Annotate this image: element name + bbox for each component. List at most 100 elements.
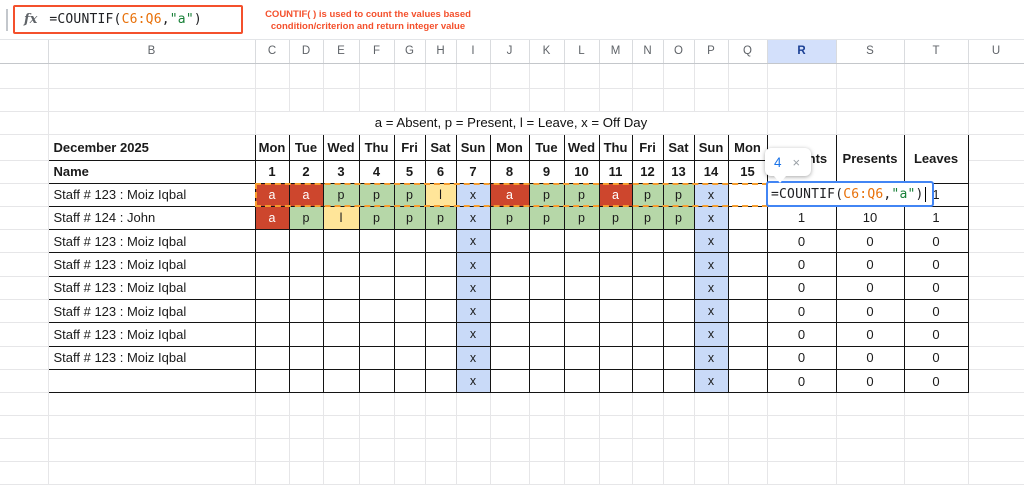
cell[interactable] xyxy=(394,415,426,440)
attendance-cell[interactable] xyxy=(662,229,695,254)
attendance-cell[interactable] xyxy=(563,322,600,347)
cell[interactable] xyxy=(0,461,49,486)
attendance-cell[interactable]: p xyxy=(528,182,565,207)
cell[interactable] xyxy=(632,63,664,89)
attendance-cell[interactable] xyxy=(727,322,768,347)
cell[interactable] xyxy=(48,438,256,463)
attendance-cell[interactable] xyxy=(254,298,290,324)
cell[interactable] xyxy=(359,392,395,417)
date-header-cell[interactable]: 15 xyxy=(727,159,768,184)
column-header-h[interactable]: H xyxy=(425,40,457,64)
cell[interactable] xyxy=(529,63,565,89)
attendance-cell[interactable] xyxy=(528,275,565,300)
cell[interactable] xyxy=(359,63,395,89)
attendance-cell[interactable]: x xyxy=(455,229,491,254)
cell[interactable] xyxy=(0,229,49,254)
attendance-cell[interactable] xyxy=(563,368,600,394)
cell[interactable] xyxy=(323,392,360,417)
cell[interactable] xyxy=(490,461,530,486)
attendance-cell[interactable] xyxy=(424,368,457,394)
attendance-cell[interactable] xyxy=(528,229,565,254)
cell[interactable] xyxy=(490,415,530,440)
attendance-cell[interactable] xyxy=(358,252,395,277)
tooltip-close-icon[interactable]: × xyxy=(792,154,801,170)
cell[interactable] xyxy=(599,392,633,417)
attendance-cell[interactable] xyxy=(727,345,768,370)
summary-value-cell[interactable]: 0 xyxy=(835,322,905,347)
column-header-m[interactable]: M xyxy=(599,40,633,64)
cell[interactable] xyxy=(425,392,457,417)
attendance-cell[interactable] xyxy=(254,229,290,254)
attendance-cell[interactable]: p xyxy=(424,205,457,231)
legend-cell[interactable]: a = Absent, p = Present, l = Leave, x = … xyxy=(255,111,768,135)
cell[interactable] xyxy=(767,415,837,440)
cell[interactable] xyxy=(836,461,905,486)
attendance-cell[interactable] xyxy=(631,345,664,370)
summary-value-cell[interactable]: 0 xyxy=(835,298,905,324)
cell[interactable] xyxy=(836,88,905,112)
staff-name-cell[interactable]: Staff # 123 : Moiz Iqbal xyxy=(47,298,256,324)
attendance-cell[interactable] xyxy=(254,252,290,277)
day-header-cell[interactable]: Mon xyxy=(489,133,530,161)
summary-value-cell[interactable]: 10 xyxy=(835,205,905,231)
attendance-cell[interactable] xyxy=(424,298,457,324)
attendance-cell[interactable] xyxy=(322,322,360,347)
cell[interactable] xyxy=(836,63,905,89)
summary-value-cell[interactable]: 0 xyxy=(766,345,837,370)
attendance-cell[interactable]: x xyxy=(455,275,491,300)
cell[interactable] xyxy=(255,415,290,440)
day-header-cell[interactable]: Thu xyxy=(358,133,395,161)
column-header-p[interactable]: P xyxy=(694,40,729,64)
attendance-cell[interactable]: p xyxy=(358,182,395,207)
cell[interactable] xyxy=(599,415,633,440)
attendance-cell[interactable] xyxy=(727,205,768,231)
date-header-cell[interactable]: 8 xyxy=(489,159,530,184)
date-header-cell[interactable]: 12 xyxy=(631,159,664,184)
attendance-cell[interactable] xyxy=(393,322,426,347)
date-header-cell[interactable]: 10 xyxy=(563,159,600,184)
cell[interactable] xyxy=(48,63,256,89)
attendance-cell[interactable] xyxy=(489,322,530,347)
attendance-cell[interactable] xyxy=(631,322,664,347)
summary-value-cell[interactable]: 0 xyxy=(903,252,969,277)
cell[interactable] xyxy=(289,438,324,463)
cell[interactable] xyxy=(968,111,1024,135)
attendance-cell[interactable]: a xyxy=(489,182,530,207)
cell[interactable] xyxy=(694,415,729,440)
cell[interactable] xyxy=(529,461,565,486)
attendance-cell[interactable] xyxy=(254,275,290,300)
cell[interactable] xyxy=(663,63,695,89)
date-header-cell[interactable]: 5 xyxy=(393,159,426,184)
date-header-cell[interactable]: 11 xyxy=(598,159,633,184)
cell[interactable] xyxy=(456,415,491,440)
date-header-cell[interactable]: 14 xyxy=(693,159,729,184)
cell[interactable] xyxy=(767,392,837,417)
cell[interactable] xyxy=(767,63,837,89)
cell[interactable] xyxy=(564,438,600,463)
cell[interactable] xyxy=(767,461,837,486)
cell[interactable] xyxy=(289,63,324,89)
attendance-cell[interactable]: x xyxy=(693,368,729,394)
cell[interactable] xyxy=(968,276,1024,300)
summary-value-cell[interactable]: 0 xyxy=(903,345,969,370)
month-title-cell[interactable]: December 2025 xyxy=(47,133,256,161)
cell[interactable] xyxy=(694,438,729,463)
attendance-cell[interactable] xyxy=(489,275,530,300)
column-header-e[interactable]: E xyxy=(323,40,360,64)
cell[interactable] xyxy=(490,392,530,417)
attendance-cell[interactable]: p xyxy=(598,205,633,231)
attendance-cell[interactable] xyxy=(662,368,695,394)
day-header-cell[interactable]: Thu xyxy=(598,133,633,161)
attendance-cell[interactable] xyxy=(727,368,768,394)
cell[interactable] xyxy=(0,160,49,184)
attendance-cell[interactable] xyxy=(424,322,457,347)
day-header-cell[interactable]: Sun xyxy=(693,133,729,161)
cell[interactable] xyxy=(728,461,768,486)
attendance-cell[interactable] xyxy=(322,275,360,300)
cell[interactable] xyxy=(728,415,768,440)
cell[interactable] xyxy=(0,322,49,347)
attendance-cell[interactable] xyxy=(563,345,600,370)
cell[interactable] xyxy=(490,63,530,89)
cell[interactable] xyxy=(425,438,457,463)
summary-value-cell[interactable]: 0 xyxy=(766,298,837,324)
